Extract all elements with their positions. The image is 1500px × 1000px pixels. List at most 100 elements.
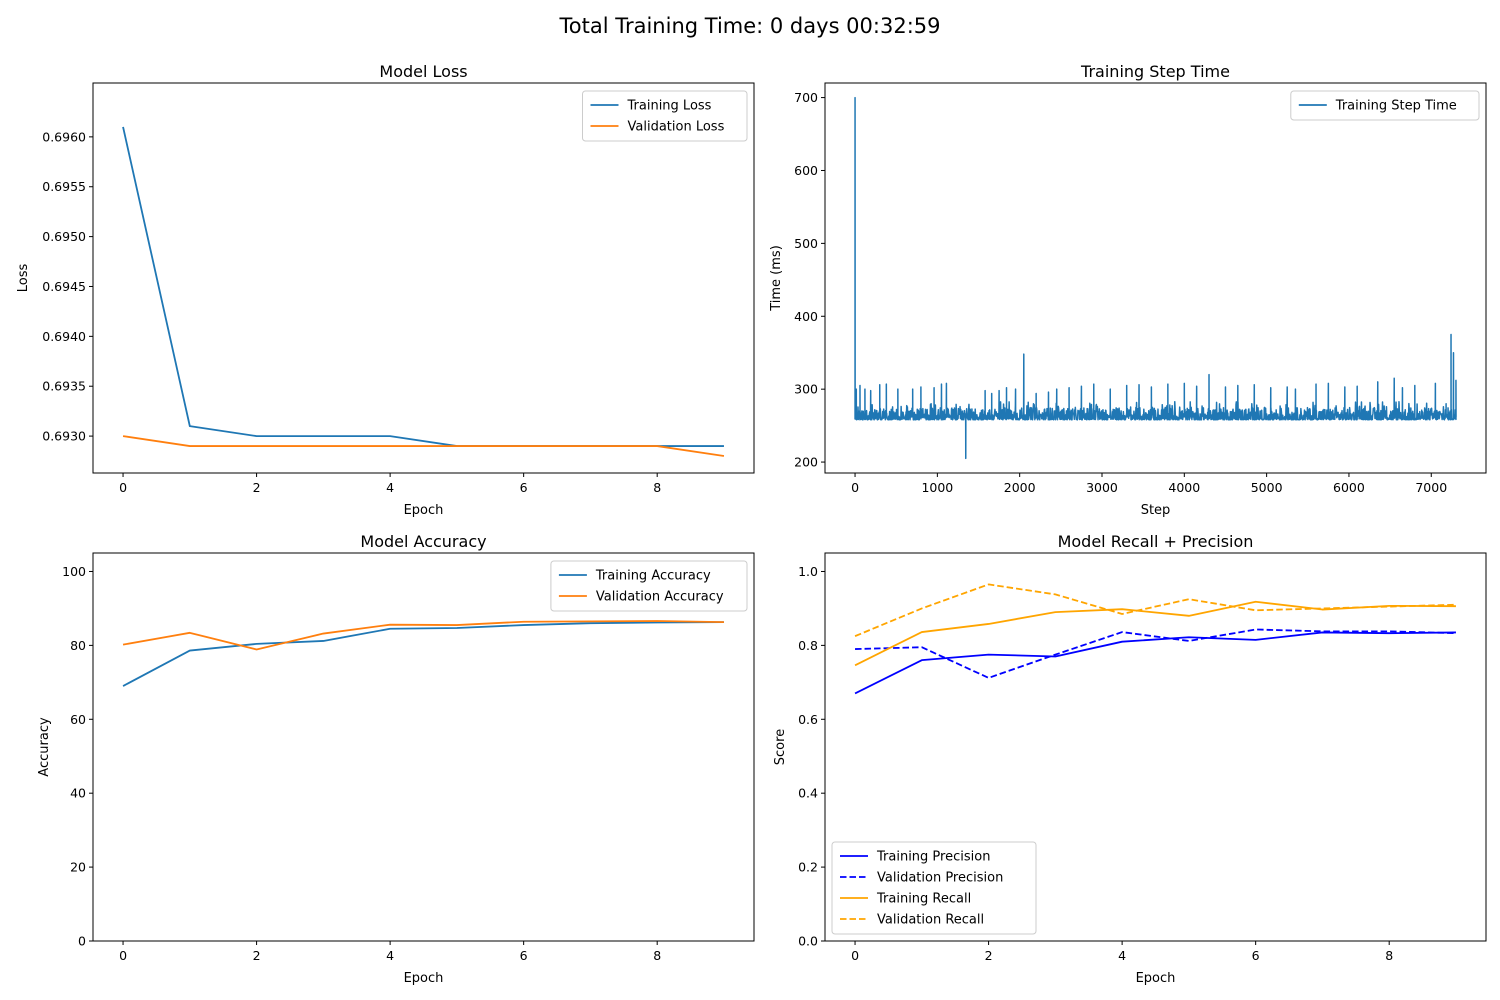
y-tick-label: 0.6950 bbox=[42, 229, 86, 244]
y-tick-label: 40 bbox=[70, 786, 86, 801]
x-tick-label: 2 bbox=[985, 948, 993, 963]
y-tick-label: 0.2 bbox=[798, 860, 818, 875]
y-axis-label: Score bbox=[773, 729, 788, 765]
plot-frame bbox=[824, 552, 1487, 942]
legend-entry: Training Loss bbox=[627, 99, 712, 114]
x-tick-label: 3000 bbox=[1086, 480, 1118, 495]
y-tick-label: 400 bbox=[794, 309, 818, 324]
series-lines bbox=[122, 620, 724, 687]
plot-area bbox=[93, 553, 754, 941]
panel-title: Model Loss bbox=[379, 62, 467, 81]
legend: Training Step Time bbox=[1290, 90, 1480, 121]
panel-title: Training Step Time bbox=[1080, 62, 1230, 81]
y-tick-label: 0.6960 bbox=[42, 129, 86, 144]
series-line-validation-accuracy bbox=[122, 620, 724, 651]
panel-training-step-time: 0 1000 2000 3000 4000 5000 6000 7000 200 300 400 50… bbox=[769, 62, 1487, 518]
x-tick-label: 0 bbox=[119, 480, 127, 495]
x-tick-label: 8 bbox=[1385, 948, 1393, 963]
series-line-validation-precision bbox=[855, 628, 1456, 679]
y-tick-label: 600 bbox=[794, 163, 818, 178]
legend-box bbox=[1290, 90, 1480, 121]
x-tick-label: 6 bbox=[1252, 948, 1260, 963]
y-axis-label: Loss bbox=[16, 264, 31, 293]
series-line-training-step-time bbox=[854, 96, 1457, 460]
x-tick-label: 0 bbox=[851, 948, 859, 963]
y-tick-label: 0.4 bbox=[798, 786, 818, 801]
plot-frame bbox=[92, 82, 755, 474]
panel-title: Model Accuracy bbox=[360, 532, 486, 551]
x-tick-label: 8 bbox=[653, 948, 661, 963]
x-tick-label: 4 bbox=[386, 480, 394, 495]
x-tick-label: 5000 bbox=[1251, 480, 1283, 495]
series-lines bbox=[854, 96, 1457, 460]
x-axis-label: Epoch bbox=[404, 971, 444, 986]
figure-title: Total Training Time: 0 days 00:32:59 bbox=[559, 14, 941, 38]
y-tick-label: 0.8 bbox=[798, 638, 818, 653]
series-line-validation-recall bbox=[854, 583, 1456, 637]
y-tick-label: 0.0 bbox=[798, 934, 818, 949]
y-tick-label: 0.6940 bbox=[42, 329, 86, 344]
series-line-validation-loss bbox=[122, 435, 725, 457]
legend-entry: Training Step Time bbox=[1335, 99, 1457, 114]
y-tick-label: 500 bbox=[794, 236, 818, 251]
x-tick-label: 4 bbox=[386, 948, 394, 963]
plot-frame bbox=[92, 552, 755, 942]
legend-entry: Training Recall bbox=[876, 892, 971, 907]
y-tick-label: 700 bbox=[794, 90, 818, 105]
y-tick-label: 0 bbox=[78, 934, 86, 949]
series-lines bbox=[854, 583, 1456, 695]
x-tick-label: 0 bbox=[119, 948, 127, 963]
legend-entry: Validation Precision bbox=[877, 871, 1003, 886]
y-tick-label: 0.6945 bbox=[42, 279, 86, 294]
x-tick-label: 2 bbox=[253, 480, 261, 495]
legend-entry: Validation Recall bbox=[877, 913, 984, 928]
series-lines bbox=[122, 126, 725, 457]
x-tick-label: 6 bbox=[520, 480, 528, 495]
y-tick-label: 0.6 bbox=[798, 712, 818, 727]
y-tick-label: 0.6930 bbox=[42, 429, 86, 444]
plot-frame bbox=[824, 82, 1487, 474]
x-tick-label: 8 bbox=[653, 480, 661, 495]
legend-box bbox=[582, 90, 748, 142]
x-axis-label: Epoch bbox=[404, 503, 444, 518]
series-line-training-precision bbox=[854, 631, 1456, 695]
legend-entry: Validation Loss bbox=[628, 120, 725, 135]
y-tick-label: 300 bbox=[794, 382, 818, 397]
series-line-training-accuracy bbox=[122, 621, 724, 687]
legend-entry: Training Precision bbox=[876, 850, 990, 865]
y-tick-label: 200 bbox=[794, 455, 818, 470]
plot-area bbox=[93, 83, 754, 473]
x-axis-label: Step bbox=[1141, 503, 1171, 518]
x-tick-label: 4 bbox=[1118, 948, 1126, 963]
legend: Training Loss Validation Loss bbox=[582, 90, 748, 142]
x-tick-label: 0 bbox=[851, 480, 859, 495]
y-tick-label: 80 bbox=[70, 638, 86, 653]
x-tick-label: 1000 bbox=[921, 480, 953, 495]
x-tick-label: 4000 bbox=[1168, 480, 1200, 495]
x-tick-label: 2 bbox=[253, 948, 261, 963]
y-tick-label: 0.6935 bbox=[42, 379, 86, 394]
y-axis-label: Time (ms) bbox=[769, 245, 784, 312]
panel-title: Model Recall + Precision bbox=[1058, 532, 1254, 551]
legend-box bbox=[831, 841, 1037, 935]
legend: Training Precision Validation Precision Tr… bbox=[831, 841, 1037, 935]
y-tick-label: 1.0 bbox=[798, 564, 818, 579]
x-tick-label: 7000 bbox=[1415, 480, 1447, 495]
y-tick-label: 100 bbox=[62, 564, 86, 579]
x-axis-label: Epoch bbox=[1136, 971, 1176, 986]
y-tick-label: 0.6955 bbox=[42, 179, 86, 194]
legend-entry: Training Accuracy bbox=[595, 569, 711, 584]
panel-model-loss: 0 2 4 6 8 0.6930 0.6935 0.6940 0.6945 0.6950 0.695… bbox=[16, 62, 755, 518]
y-tick-label: 60 bbox=[70, 712, 86, 727]
x-tick-label: 6000 bbox=[1333, 480, 1365, 495]
y-tick-label: 20 bbox=[70, 860, 86, 875]
legend: Training Accuracy Validation Accuracy bbox=[550, 560, 748, 612]
y-axis-label: Accuracy bbox=[37, 717, 52, 777]
legend-box bbox=[550, 560, 748, 612]
x-tick-label: 2000 bbox=[1004, 480, 1036, 495]
x-tick-label: 6 bbox=[520, 948, 528, 963]
panel-model-recall-precision: 0 2 4 6 8 0.0 0.2 0.4 0.6 0.8 1.0 Model Recall + Pr… bbox=[773, 532, 1487, 986]
legend-entry: Validation Accuracy bbox=[596, 590, 724, 605]
